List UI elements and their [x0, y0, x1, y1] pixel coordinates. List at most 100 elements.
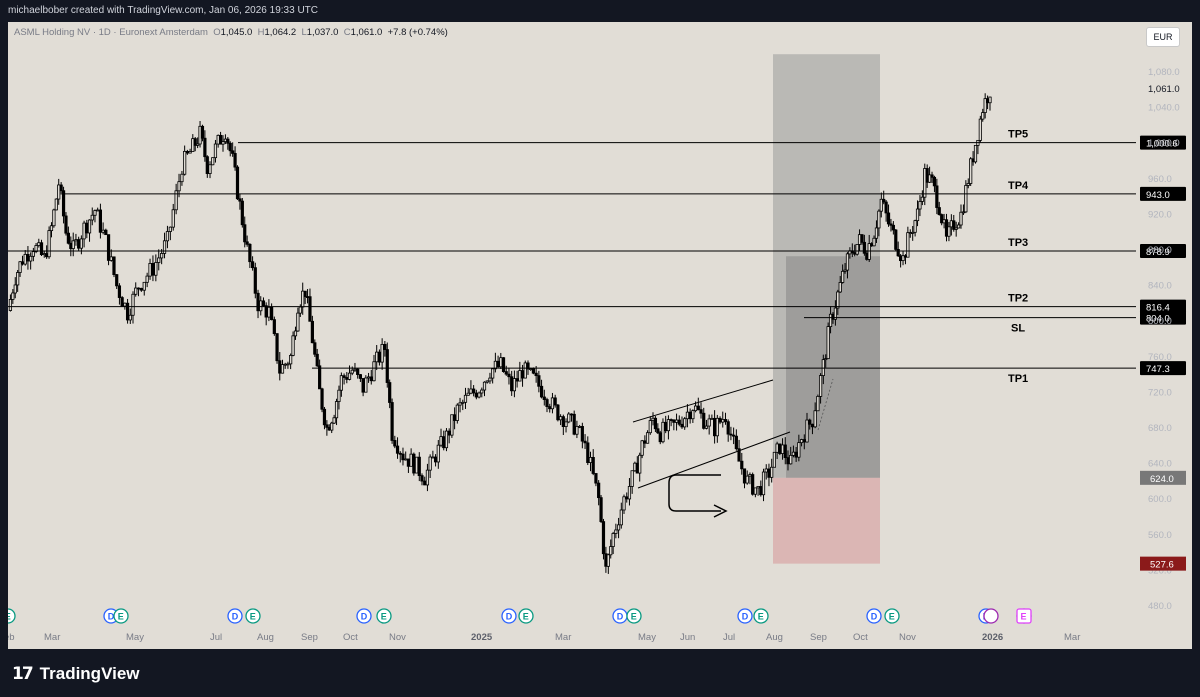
candle-body	[238, 198, 242, 202]
time-tick-label: Jul	[210, 632, 222, 643]
candle-body	[18, 261, 22, 273]
candle-body	[205, 156, 209, 174]
candle-body	[339, 375, 343, 391]
candle-body	[622, 496, 626, 511]
candle-body	[918, 201, 922, 210]
candle-body	[539, 385, 544, 398]
candle-body	[496, 360, 500, 368]
candle-body	[833, 307, 837, 320]
candle-body	[534, 372, 538, 377]
candle-body	[913, 220, 917, 233]
candle-body	[240, 200, 244, 226]
candle-body	[756, 486, 760, 489]
price-tick-label: 720.0	[1148, 387, 1172, 398]
candle-body	[412, 453, 416, 474]
price-tick-label: 760.0	[1148, 352, 1172, 363]
candle-body	[988, 96, 992, 104]
candle-body	[501, 357, 506, 372]
candle-body	[20, 261, 25, 265]
time-tick-label: Oct	[853, 632, 868, 643]
candle-body	[674, 419, 679, 423]
candle-body	[353, 368, 357, 371]
event-marker-label: D	[871, 612, 878, 622]
candle-body	[383, 344, 387, 350]
candle-body	[34, 245, 38, 253]
open-label: O	[213, 27, 221, 38]
candle-body	[369, 376, 373, 382]
brand[interactable]: 17 TradingView	[12, 664, 140, 684]
candle-body	[981, 112, 985, 120]
candle-body	[112, 256, 116, 275]
candle-body	[79, 238, 83, 249]
time-tick-label: Aug	[257, 632, 274, 643]
level-price-value: 816.4	[1146, 303, 1170, 314]
candle-body	[564, 421, 568, 427]
candle-body	[322, 408, 327, 426]
candle-body	[928, 174, 932, 183]
candle-body	[444, 430, 449, 449]
candle-body	[507, 373, 511, 378]
candle-body	[688, 411, 692, 420]
candle-body	[325, 424, 329, 428]
candle-body	[286, 363, 290, 366]
candle-body	[797, 442, 801, 458]
time-tick-label: eb	[8, 632, 15, 643]
candle-body	[453, 414, 457, 421]
candle-body	[31, 251, 35, 257]
candle-body	[188, 151, 192, 154]
candle-body	[106, 234, 111, 261]
price-chart[interactable]: TP5 1,000.6 TP4 943.0 TP3 878.9 TP2 816.4 SL 804.…	[8, 22, 1192, 649]
candle-body	[455, 404, 459, 421]
event-marker-label: E	[118, 612, 124, 622]
candle-body	[556, 404, 560, 421]
candle-body	[499, 357, 503, 368]
split-marker-icon	[983, 608, 999, 624]
event-marker-label: E	[889, 612, 895, 622]
upcoming-earnings-label: E	[1021, 612, 1027, 622]
event-marker-label: D	[617, 612, 624, 622]
level-label: TP2	[1008, 293, 1028, 305]
high-value: 1,064.2	[264, 27, 297, 38]
candle-body	[183, 150, 187, 175]
candle-body	[174, 190, 178, 211]
candle-body	[334, 401, 339, 419]
candle-body	[737, 448, 741, 462]
candle-body	[630, 470, 634, 487]
candle-body	[672, 419, 676, 423]
price-tick-label: 680.0	[1148, 423, 1172, 434]
candle-body	[843, 269, 847, 272]
candle-body	[959, 211, 963, 226]
candle-body	[485, 380, 489, 383]
event-marker-label: D	[361, 612, 368, 622]
candle-body	[474, 392, 478, 398]
candle-body	[956, 224, 961, 229]
candle-body	[337, 389, 341, 402]
candle-body	[940, 214, 944, 224]
earnings-marker-icon	[376, 608, 392, 624]
candle-body	[221, 141, 225, 145]
candle-body	[23, 253, 27, 265]
chart-panel[interactable]: TP5 1,000.6 TP4 943.0 TP3 878.9 TP2 816.4 SL 804.…	[8, 22, 1192, 649]
candle-body	[625, 496, 629, 500]
time-tick-label: Mar	[44, 632, 60, 643]
candle-body	[715, 417, 719, 437]
currency-button[interactable]: EUR	[1146, 27, 1180, 47]
candle-body	[71, 240, 75, 249]
candle-body	[275, 333, 279, 362]
candle-body	[619, 509, 623, 526]
candle-body	[561, 416, 565, 427]
candle-body	[450, 414, 454, 436]
candle-body	[759, 486, 763, 496]
event-marker-label: D	[742, 612, 749, 622]
candle-body	[583, 440, 587, 444]
candle-body	[64, 215, 68, 234]
candle-body	[874, 227, 879, 239]
candle-body	[707, 418, 711, 427]
candle-body	[243, 224, 247, 243]
candle-body	[180, 173, 184, 183]
candle-body	[388, 382, 392, 403]
candle-body	[139, 287, 143, 291]
candle-body	[764, 468, 768, 473]
candle-body	[345, 377, 349, 380]
level-label: SL	[1011, 323, 1025, 335]
